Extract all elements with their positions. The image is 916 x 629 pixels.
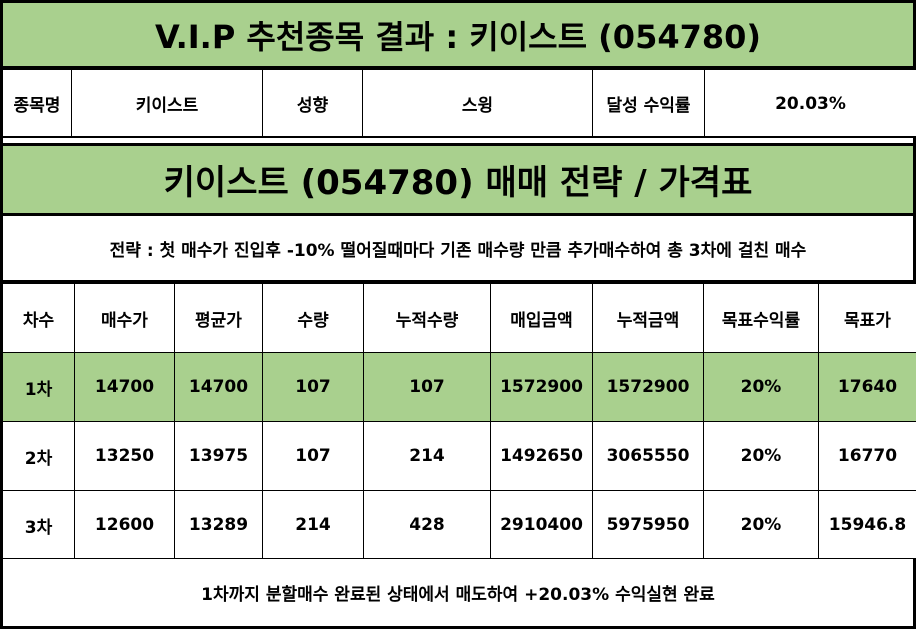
stock-name-value: 키이스트: [71, 69, 263, 138]
cell-round: 2차: [0, 421, 75, 491]
header-avg-price: 평균가: [174, 283, 263, 353]
cell-buy-amount: 1492650: [490, 421, 593, 491]
cell-round: 1차: [0, 352, 75, 422]
cell-buy-price: 12600: [74, 490, 175, 560]
header-quantity: 수량: [262, 283, 364, 353]
return-value: 20.03%: [704, 69, 916, 138]
cell-avg-price: 14700: [174, 352, 263, 422]
cell-buy-amount: 2910400: [490, 490, 593, 560]
strategy-title: 키이스트 (054780) 매매 전략 / 가격표: [0, 143, 916, 216]
info-row: 종목명 키이스트 성향 스윙 달성 수익률 20.03%: [0, 69, 916, 138]
cell-quantity: 107: [262, 421, 364, 491]
info-table: 종목명 키이스트 성향 스윙 달성 수익률 20.03%: [0, 69, 916, 138]
cell-target-return: 20%: [703, 490, 819, 560]
table-row: 2차 13250 13975 107 214 1492650 3065550 2…: [0, 421, 916, 491]
cell-cum-quantity: 107: [363, 352, 491, 422]
cell-buy-amount: 1572900: [490, 352, 593, 422]
cell-target-price: 15946.8: [818, 490, 916, 560]
table-header-row: 차수 매수가 평균가 수량 누적수량 매입금액 누적금액 목표수익률 목표가: [0, 283, 916, 353]
cell-cum-amount: 3065550: [592, 421, 704, 491]
cell-target-price: 16770: [818, 421, 916, 491]
cell-quantity: 214: [262, 490, 364, 560]
cell-cum-quantity: 214: [363, 421, 491, 491]
cell-target-return: 20%: [703, 421, 819, 491]
cell-cum-amount: 5975950: [592, 490, 704, 560]
cell-quantity: 107: [262, 352, 364, 422]
return-label: 달성 수익률: [592, 69, 705, 138]
divider: [0, 136, 916, 139]
price-table: 차수 매수가 평균가 수량 누적수량 매입금액 누적금액 목표수익률 목표가 1…: [0, 283, 916, 560]
cell-round: 3차: [0, 490, 75, 560]
header-buy-amount: 매입금액: [490, 283, 593, 353]
header-cum-quantity: 누적수량: [363, 283, 491, 353]
result-summary: 1차까지 분할매수 완료된 상태에서 매도하여 +20.03% 수익실현 완료: [0, 558, 916, 629]
cell-target-return: 20%: [703, 352, 819, 422]
style-value: 스윙: [362, 69, 593, 138]
header-target-return: 목표수익률: [703, 283, 819, 353]
header-buy-price: 매수가: [74, 283, 175, 353]
header-target-price: 목표가: [818, 283, 916, 353]
section-gap: [0, 138, 916, 143]
cell-cum-quantity: 428: [363, 490, 491, 560]
style-label: 성향: [262, 69, 363, 138]
cell-buy-price: 13250: [74, 421, 175, 491]
header-cum-amount: 누적금액: [592, 283, 704, 353]
strategy-text: 전략 : 첫 매수가 진입후 -10% 떨어질때마다 기존 매수량 만큼 추가매…: [0, 215, 916, 283]
table-row: 1차 14700 14700 107 107 1572900 1572900 2…: [0, 352, 916, 422]
cell-cum-amount: 1572900: [592, 352, 704, 422]
table-row: 3차 12600 13289 214 428 2910400 5975950 2…: [0, 490, 916, 560]
cell-target-price: 17640: [818, 352, 916, 422]
header-round: 차수: [0, 283, 75, 353]
cell-buy-price: 14700: [74, 352, 175, 422]
page-title: V.I.P 추천종목 결과 : 키이스트 (054780): [0, 0, 916, 69]
cell-avg-price: 13975: [174, 421, 263, 491]
cell-avg-price: 13289: [174, 490, 263, 560]
stock-name-label: 종목명: [0, 69, 72, 138]
